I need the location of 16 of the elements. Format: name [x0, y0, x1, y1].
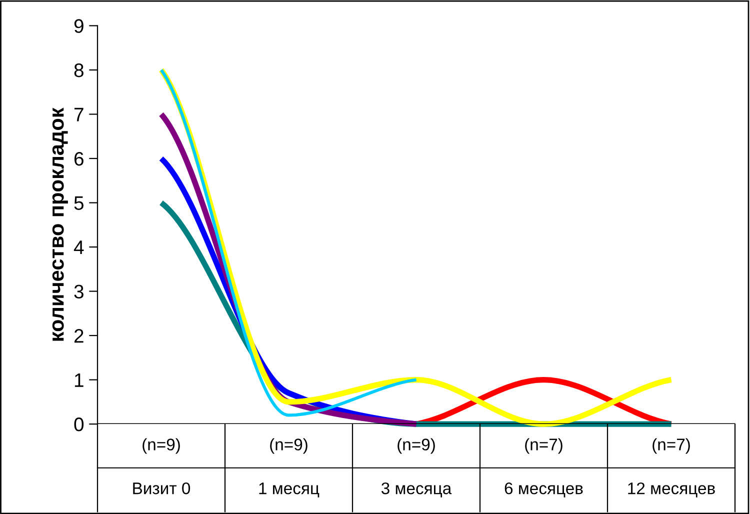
- y-axis-title: количество прокладок: [52, 108, 68, 341]
- category-label: (n=9) Визит 0: [133, 438, 190, 494]
- y-tick-label: 8: [74, 63, 84, 78]
- y-tick-label: 5: [74, 196, 84, 210]
- y-tick-label: 3: [74, 284, 84, 299]
- y-tick-label: 1: [74, 373, 84, 387]
- category-label: (n=9) 1 месяц: [259, 438, 320, 498]
- y-tick-label: 0: [74, 418, 84, 432]
- y-tick-label: 4: [74, 240, 84, 254]
- category-label: (n=7) 12 месяцев: [628, 438, 715, 498]
- category-label: (n=9) 3 месяца: [381, 438, 452, 498]
- y-tick-label: 6: [74, 152, 84, 166]
- y-tick-label: 2: [74, 328, 84, 343]
- category-label: (n=7) 6 месяцев: [504, 438, 583, 498]
- y-tick-label: 9: [74, 19, 84, 33]
- y-tick-label: 7: [74, 108, 84, 122]
